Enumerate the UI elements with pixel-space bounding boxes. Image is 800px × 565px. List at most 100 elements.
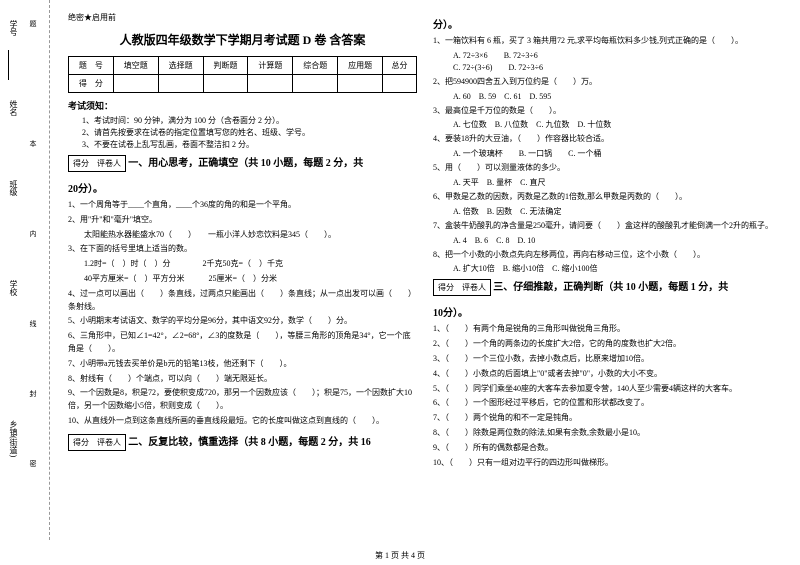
opt: B. 72÷3÷6 bbox=[504, 51, 538, 60]
th-choice: 选择题 bbox=[158, 57, 203, 75]
sec1-title-cont: 20分）。 bbox=[68, 180, 417, 195]
exam-title: 人教版四年级数学下学期月考试题 D 卷 含答案 bbox=[68, 31, 417, 48]
q3-1: 1、（ ）有两个角是锐角的三角形叫做锐角三角形。 bbox=[433, 323, 782, 336]
q1-2: 2、用"升"和"毫升"填空。 bbox=[68, 214, 417, 227]
opt: C. 61 bbox=[504, 92, 521, 101]
q3-9: 9、（ ）所有的偶数都是合数。 bbox=[433, 442, 782, 455]
label-school: 学校 bbox=[8, 280, 19, 296]
td-score-label: 得 分 bbox=[69, 75, 114, 93]
secret-mark: 绝密★启用前 bbox=[68, 12, 417, 23]
table-header-row: 题 号 填空题 选择题 判断题 计算题 综合题 应用题 总分 bbox=[69, 57, 417, 75]
label-class: 班级 bbox=[8, 180, 19, 196]
opt: A. 一个玻璃杯 bbox=[453, 149, 503, 158]
sec2-title-cont: 分）。 bbox=[433, 16, 782, 31]
q2-6: 6、甲数是乙数的因数，丙数是乙数的1倍数,那么甲数是丙数的（ ）。 bbox=[433, 191, 782, 204]
q2-2: 2、把594900四舍五入到万位约是（ ）万。 bbox=[433, 76, 782, 89]
opt: B. 一口锅 bbox=[519, 149, 552, 158]
q2-7: 7、盒装牛奶酸乳的净含量是250毫升，请问要（ ）盒这样的酸酸乳才能倒满一个2升… bbox=[433, 220, 782, 233]
mark-mi: 密 bbox=[28, 460, 38, 467]
q2-5-opts: A. 天平 B. 量杯 C. 直尺 bbox=[433, 177, 782, 189]
binding-margin: 学号 姓名 班级 学校 乡镇(街道) 题 本 内 线 封 密 bbox=[0, 0, 50, 540]
table-score-row: 得 分 bbox=[69, 75, 417, 93]
q3-5: 5、（ ）同学们乘坐40座的大客车去参加夏令营，140人至少需要4辆这样的大客车… bbox=[433, 383, 782, 396]
q2-5: 5、用（ ）可以测量液体的多少。 bbox=[433, 162, 782, 175]
q1-10: 10、从直线外一点到这条直线所画的垂直线段最短。它的长度叫做这点到直线的（ ）。 bbox=[68, 415, 417, 428]
opt: A. 七位数 bbox=[453, 120, 487, 129]
opt: D. 72÷3÷6 bbox=[508, 63, 543, 72]
mark-feng: 封 bbox=[28, 390, 38, 397]
opt: B. 59 bbox=[479, 92, 496, 101]
q3-2: 2、（ ）一个角的两条边的长度扩大2倍，它的角的度数也扩大2倍。 bbox=[433, 338, 782, 351]
th-calc: 计算题 bbox=[248, 57, 293, 75]
th-judge: 判断题 bbox=[203, 57, 248, 75]
mark-xian: 线 bbox=[28, 320, 38, 327]
opt: C. 72÷(3÷6) bbox=[453, 63, 492, 72]
q1-3b: 40平方厘米=（ ）平方分米 25厘米=（ ）分米 bbox=[68, 273, 417, 286]
opt: B. 八位数 bbox=[495, 120, 528, 129]
q3-10: 10、（ ）只有一组对边平行的四边形叫做梯形。 bbox=[433, 457, 782, 470]
q1-1: 1、一个周角等于____个直角，____个36度的角的和是一个平角。 bbox=[68, 199, 417, 212]
th-fill: 填空题 bbox=[113, 57, 158, 75]
q3-8: 8、（ ）除数是两位数的除法,如果有余数,余数最小是10。 bbox=[433, 427, 782, 440]
grade-box-2: 得分 评卷人 bbox=[68, 434, 126, 451]
opt: B. 缩小10倍 bbox=[503, 264, 544, 273]
q2-1: 1、一箱饮料有 6 瓶，买了 3 箱共用72 元,求平均每瓶饮料多少钱,列式正确… bbox=[433, 35, 782, 48]
grade-box: 得分 评卷人 bbox=[68, 155, 126, 172]
opt: C. 无法确定 bbox=[520, 207, 561, 216]
opt: C. 一个桶 bbox=[568, 149, 601, 158]
q2-4: 4、要装18升的大豆油，（ ）作容器比较合适。 bbox=[433, 133, 782, 146]
q3-3: 3、（ ）一个三位小数，去掉小数点后，比原来增加10倍。 bbox=[433, 353, 782, 366]
q2-3-opts: A. 七位数 B. 八位数 C. 九位数 D. 十位数 bbox=[433, 119, 782, 131]
opt: B. 量杯 bbox=[487, 178, 512, 187]
opt: D. 10 bbox=[517, 236, 535, 245]
notice-item: 1、考试时间：90 分钟，满分为 100 分（含卷面分 2 分）。 bbox=[82, 115, 417, 127]
q1-3: 3、在下面的括号里填上适当的数。 bbox=[68, 243, 417, 256]
sec2-title: 二、反复比较，慎重选择（共 8 小题，每题 2 分，共 16 bbox=[128, 437, 371, 448]
q2-7-opts: A. 4 B. 6 C. 8 D. 10 bbox=[433, 235, 782, 247]
q2-4-opts: A. 一个玻璃杯 B. 一口锅 C. 一个桶 bbox=[433, 148, 782, 160]
sec3-title-cont: 10分）。 bbox=[433, 304, 782, 319]
opt: B. 因数 bbox=[487, 207, 512, 216]
opt: A. 天平 bbox=[453, 178, 479, 187]
opt: C. 8 bbox=[496, 236, 509, 245]
notice-item: 2、请首先按要求在试卷的指定位置填写您的姓名、班级、学号。 bbox=[82, 127, 417, 139]
opt: D. 十位数 bbox=[577, 120, 611, 129]
label-name: 姓名 bbox=[8, 100, 19, 116]
sec1-title: 一、用心思考，正确填空（共 10 小题，每题 2 分，共 bbox=[128, 158, 363, 169]
q1-5: 5、小明期末考试语文、数学的平均分是96分，其中语文92分，数学（ ）分。 bbox=[68, 315, 417, 328]
left-column: 绝密★启用前 人教版四年级数学下学期月考试题 D 卷 含答案 题 号 填空题 选… bbox=[60, 12, 425, 540]
opt: A. 扩大10倍 bbox=[453, 264, 495, 273]
sec3-title: 三、仔细推敲，正确判断（共 10 小题，每题 1 分，共 bbox=[493, 282, 728, 293]
q1-9: 9、一个因数是8，积是72，要使积变成720，那另一个因数应该（ ）；积是75，… bbox=[68, 387, 417, 413]
notice-list: 1、考试时间：90 分钟，满分为 100 分（含卷面分 2 分）。 2、请首先按… bbox=[68, 115, 417, 151]
q1-3a: 1.2时=（ ）时（ ）分 2千克50克=（ ）千克 bbox=[68, 258, 417, 271]
q2-2-opts: A. 60 B. 59 C. 61 D. 595 bbox=[433, 91, 782, 103]
opt: A. 4 bbox=[453, 236, 467, 245]
th-num: 题 号 bbox=[69, 57, 114, 75]
th-total: 总分 bbox=[383, 57, 417, 75]
q3-4: 4、（ ）小数点的后面填上"0"或者去掉"0"，小数的大小不变。 bbox=[433, 368, 782, 381]
mark-nei: 内 bbox=[28, 230, 38, 237]
opt: C. 九位数 bbox=[536, 120, 569, 129]
q1-8: 8、射线有（ ）个端点，可以向（ ）端无限延长。 bbox=[68, 373, 417, 386]
grade-box-3: 得分 评卷人 bbox=[433, 279, 491, 296]
th-comp: 综合题 bbox=[293, 57, 338, 75]
page-footer: 第 1 页 共 4 页 bbox=[0, 550, 800, 561]
opt: D. 595 bbox=[529, 92, 551, 101]
q2-8-opts: A. 扩大10倍 B. 缩小10倍 C. 缩小100倍 bbox=[433, 263, 782, 275]
q1-4: 4、过一点可以画出（ ）条直线，过两点只能画出（ ）条直线；从一点出发可以画（ … bbox=[68, 288, 417, 314]
opt: C. 缩小100倍 bbox=[552, 264, 597, 273]
th-app: 应用题 bbox=[338, 57, 383, 75]
q2-6-opts: A. 倍数 B. 因数 C. 无法确定 bbox=[433, 206, 782, 218]
opt: B. 6 bbox=[475, 236, 488, 245]
q3-6: 6、（ ）一个图形经过平移后，它的位置和形状都改变了。 bbox=[433, 397, 782, 410]
q1-2a: 太阳能热水器能盛水70（ ） 一瓶小洋人妙恋饮料是345（ ）。 bbox=[68, 229, 417, 242]
q2-3: 3、最高位是千万位的数是（ ）。 bbox=[433, 105, 782, 118]
right-column: 分）。 1、一箱饮料有 6 瓶，买了 3 箱共用72 元,求平均每瓶饮料多少钱,… bbox=[425, 12, 790, 540]
q2-1-opts: A. 72÷3×6 B. 72÷3÷6 C. 72÷(3÷6) D. 72÷3÷… bbox=[433, 50, 782, 74]
mark-ti: 题 bbox=[28, 20, 38, 27]
q1-6: 6、三角形中，已知∠1=42°，∠2=68°，∠3的度数是（ ），等腰三角形的顶… bbox=[68, 330, 417, 356]
label-town: 乡镇(街道) bbox=[8, 420, 19, 457]
q3-7: 7、（ ）两个锐角的和不一定是钝角。 bbox=[433, 412, 782, 425]
mark-ben: 本 bbox=[28, 140, 38, 147]
